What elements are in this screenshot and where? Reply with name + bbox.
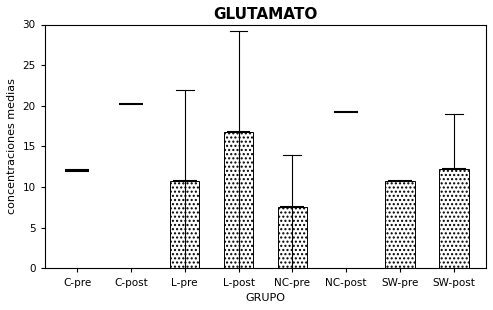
Y-axis label: concentraciones medias: concentraciones medias: [7, 78, 17, 215]
Bar: [439, 169, 468, 268]
Bar: [278, 207, 307, 268]
X-axis label: GRUPO: GRUPO: [246, 293, 285, 303]
Bar: [224, 132, 253, 268]
Bar: [170, 181, 200, 268]
Bar: [385, 181, 415, 268]
Title: GLUTAMATO: GLUTAMATO: [213, 7, 317, 22]
